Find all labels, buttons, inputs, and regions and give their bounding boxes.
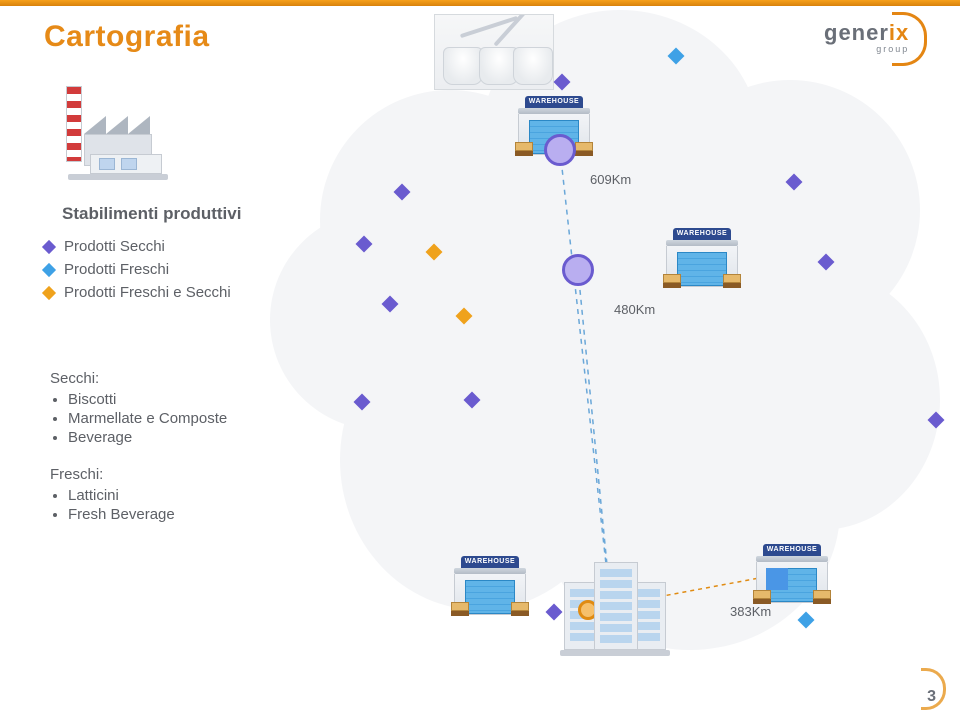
factory-icon <box>60 86 170 176</box>
legend-item: Prodotti Freschi e Secchi <box>44 284 231 301</box>
headquarters-icon <box>560 556 670 656</box>
distance-label: 609Km <box>590 172 631 187</box>
legend-item-label: Prodotti Freschi e Secchi <box>64 284 231 301</box>
list-freschi-item: Latticini <box>68 487 175 504</box>
legend: Prodotti Secchi Prodotti Freschi Prodotti … <box>44 232 231 307</box>
map-cloud-background <box>300 10 940 650</box>
warehouse-icon: WAREHOUSE <box>454 556 526 622</box>
node-violet <box>544 134 576 166</box>
diamond-icon <box>42 239 56 253</box>
slide: { "colors": { "title": "#e68a17", "text"… <box>0 0 960 720</box>
list-freschi-heading: Freschi: <box>50 466 175 483</box>
legend-item-label: Prodotti Freschi <box>64 261 169 278</box>
list-secchi-item: Marmellate e Composte <box>68 410 227 427</box>
page-number: 3 <box>927 688 936 706</box>
square-marker <box>766 568 788 590</box>
legend-heading: Stabilimenti produttivi <box>62 204 241 224</box>
list-secchi-item: Biscotti <box>68 391 227 408</box>
distance-label: 480Km <box>614 302 655 317</box>
list-secchi: Secchi: Biscotti Marmellate e Composte Bev… <box>50 370 227 448</box>
list-secchi-item: Beverage <box>68 429 227 446</box>
list-freschi-item: Fresh Beverage <box>68 506 175 523</box>
legend-item-label: Prodotti Secchi <box>64 238 165 255</box>
diamond-icon <box>42 285 56 299</box>
product-photo-dairy <box>434 14 554 90</box>
legend-item: Prodotti Freschi <box>44 261 231 278</box>
list-secchi-heading: Secchi: <box>50 370 227 387</box>
list-freschi: Freschi: Latticini Fresh Beverage <box>50 466 175 525</box>
warehouse-icon: WAREHOUSE <box>666 228 738 294</box>
node-blue <box>562 254 594 286</box>
top-accent-bar <box>0 0 960 6</box>
diamond-icon <box>42 262 56 276</box>
page-title: Cartografia <box>44 20 210 54</box>
legend-item: Prodotti Secchi <box>44 238 231 255</box>
distance-label: 383Km <box>730 604 771 619</box>
